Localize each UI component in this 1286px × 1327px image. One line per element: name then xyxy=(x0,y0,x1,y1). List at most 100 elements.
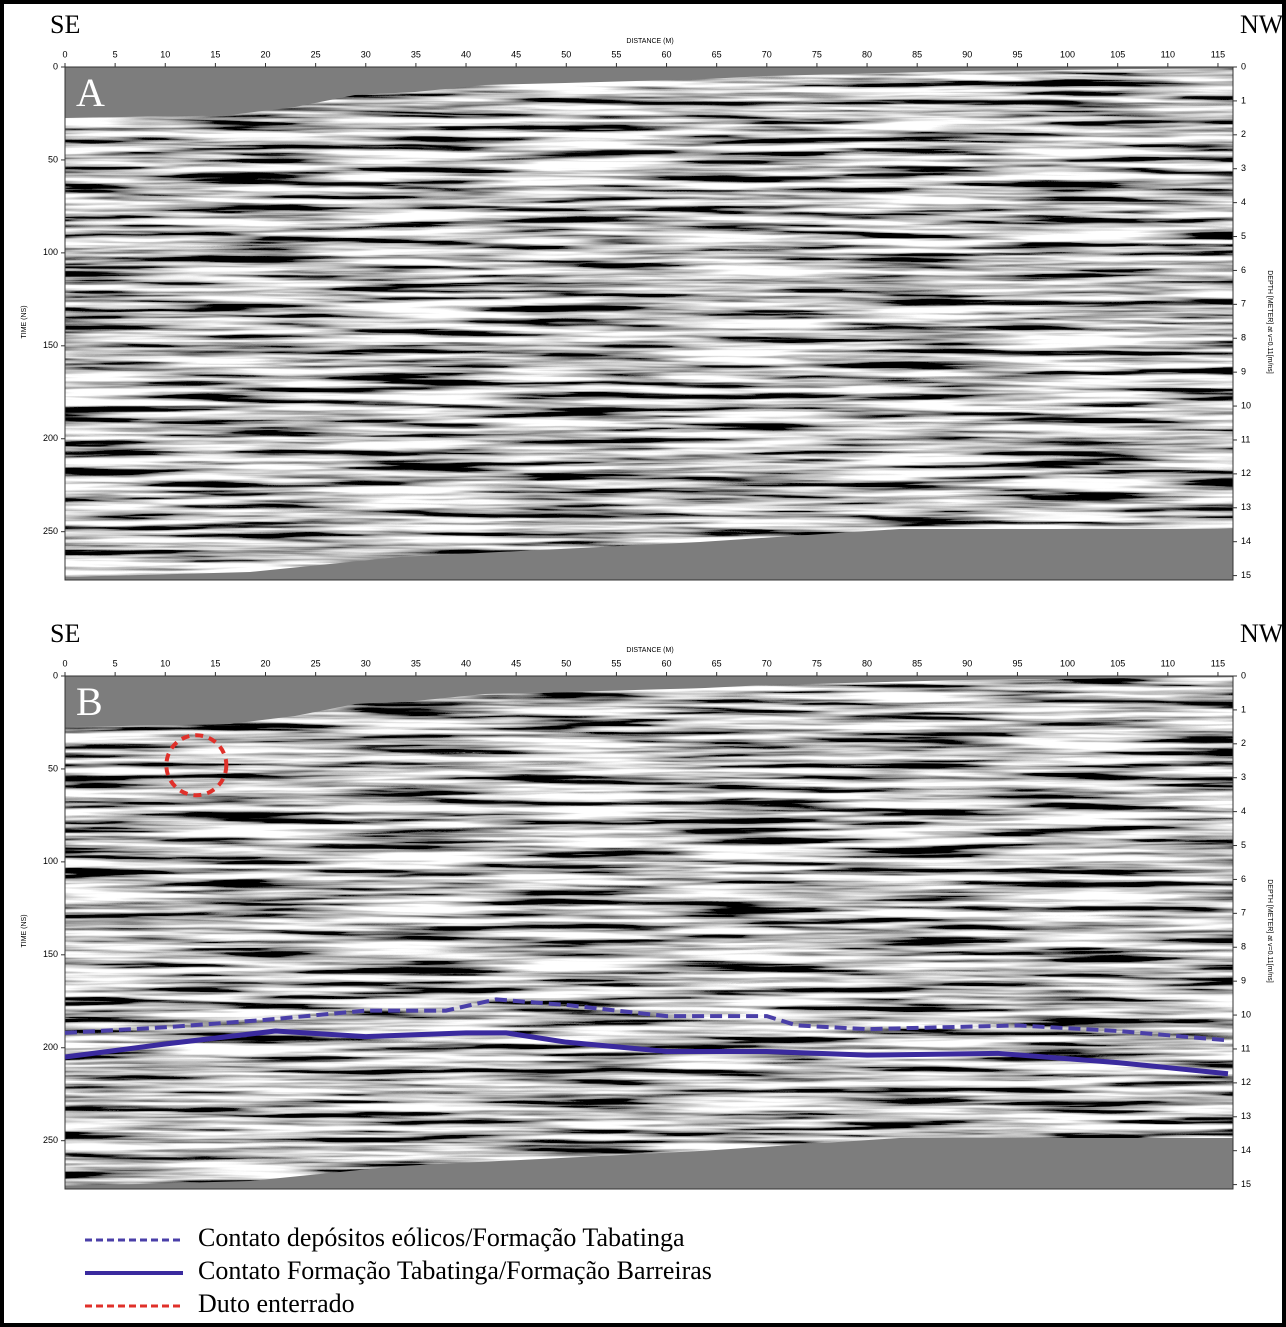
x-tick-label: 50 xyxy=(561,658,571,668)
y2-tick-label: 4 xyxy=(1241,806,1246,816)
x-tick-label: 80 xyxy=(862,658,872,668)
y2-tick-label: 7 xyxy=(1241,908,1246,918)
x-tick-label: 40 xyxy=(461,49,471,59)
y-tick-label: 50 xyxy=(48,763,58,773)
x-tick-label: 50 xyxy=(561,49,571,59)
x-tick-label: 5 xyxy=(113,658,118,668)
x-tick-label: 10 xyxy=(160,658,170,668)
y2-tick-label: 15 xyxy=(1241,570,1251,580)
x-tick-label: 35 xyxy=(411,49,421,59)
y-tick-label: 100 xyxy=(43,247,58,257)
y-tick-label: 250 xyxy=(43,526,58,536)
y2-tick-label: 8 xyxy=(1241,333,1246,343)
y2-tick-label: 8 xyxy=(1241,942,1246,952)
x-tick-label: 40 xyxy=(461,658,471,668)
legend-label: Duto enterrado xyxy=(198,1289,355,1318)
y2-tick-label: 3 xyxy=(1241,163,1246,173)
y2-tick-label: 5 xyxy=(1241,840,1246,850)
y2-tick-label: 11 xyxy=(1241,1043,1250,1053)
y-tick-label: 250 xyxy=(43,1135,58,1145)
direction-right: NW xyxy=(1240,619,1284,648)
x-tick-label: 75 xyxy=(812,658,822,668)
y-axis-label: TIME (NS) xyxy=(21,305,28,338)
x-tick-label: 60 xyxy=(662,658,672,668)
figure: SE NW A DISTANCE (M) TIME (NS) DEPTH [METER] … xyxy=(0,0,1286,1327)
y2-tick-label: 3 xyxy=(1241,772,1246,782)
y2-tick-label: 0 xyxy=(1241,61,1246,71)
legend-label: Contato depósitos eólicos/Formação Tabat… xyxy=(198,1223,685,1252)
x-tick-label: 45 xyxy=(511,658,521,668)
x-tick-label: 55 xyxy=(611,658,621,668)
x-tick-label: 45 xyxy=(511,49,521,59)
radar-image xyxy=(65,67,1233,580)
x-tick-label: 75 xyxy=(812,49,822,59)
y2-tick-label: 5 xyxy=(1241,231,1246,241)
x-tick-label: 90 xyxy=(962,658,972,668)
y2-tick-label: 12 xyxy=(1241,468,1251,478)
x-tick-label: 15 xyxy=(210,658,220,668)
panel-label: A xyxy=(76,70,105,115)
x-tick-label: 0 xyxy=(62,49,67,59)
y-tick-label: 0 xyxy=(53,670,58,680)
y-tick-label: 150 xyxy=(43,340,58,350)
y2-tick-label: 7 xyxy=(1241,299,1246,309)
y-tick-label: 200 xyxy=(43,433,58,443)
y2-tick-label: 6 xyxy=(1241,265,1246,275)
x-tick-label: 25 xyxy=(311,658,321,668)
x-tick-label: 5 xyxy=(113,49,118,59)
y2-tick-label: 2 xyxy=(1241,129,1246,139)
y2-tick-label: 14 xyxy=(1241,536,1251,546)
x-tick-label: 80 xyxy=(862,49,872,59)
y2-axis-label: DEPTH [METER] at v=0.11[m/ns] xyxy=(1266,879,1273,983)
x-tick-label: 105 xyxy=(1110,49,1125,59)
x-tick-label: 95 xyxy=(1012,658,1022,668)
x-tick-label: 95 xyxy=(1012,49,1022,59)
x-tick-label: 20 xyxy=(261,49,271,59)
x-tick-label: 15 xyxy=(210,49,220,59)
x-tick-label: 65 xyxy=(712,49,722,59)
y2-tick-label: 9 xyxy=(1241,976,1246,986)
x-tick-label: 105 xyxy=(1110,658,1125,668)
y-tick-label: 0 xyxy=(53,61,58,71)
x-tick-label: 70 xyxy=(762,49,772,59)
y-axis-label: TIME (NS) xyxy=(21,914,28,947)
legend-label: Contato Formação Tabatinga/Formação Barr… xyxy=(198,1256,712,1285)
y2-tick-label: 15 xyxy=(1241,1179,1251,1189)
radar-image xyxy=(65,676,1233,1189)
x-tick-label: 60 xyxy=(662,49,672,59)
y2-tick-label: 2 xyxy=(1241,738,1246,748)
x-tick-label: 55 xyxy=(611,49,621,59)
x-tick-label: 115 xyxy=(1211,658,1225,668)
y2-tick-label: 13 xyxy=(1241,1111,1251,1121)
y2-tick-label: 0 xyxy=(1241,670,1246,680)
y2-tick-label: 10 xyxy=(1241,1009,1251,1019)
direction-left: SE xyxy=(50,619,80,648)
x-axis-label: DISTANCE (M) xyxy=(626,647,673,654)
y2-tick-label: 4 xyxy=(1241,197,1246,207)
x-tick-label: 25 xyxy=(311,49,321,59)
x-tick-label: 85 xyxy=(912,49,922,59)
direction-left: SE xyxy=(50,10,80,39)
y2-tick-label: 10 xyxy=(1241,400,1251,410)
y2-tick-label: 6 xyxy=(1241,874,1246,884)
direction-right: NW xyxy=(1240,10,1284,39)
x-tick-label: 90 xyxy=(962,49,972,59)
x-tick-label: 35 xyxy=(411,658,421,668)
x-axis-label: DISTANCE (M) xyxy=(626,38,673,45)
x-tick-label: 100 xyxy=(1060,49,1075,59)
x-tick-label: 30 xyxy=(361,49,371,59)
panel-label: B xyxy=(76,679,103,724)
x-tick-label: 65 xyxy=(712,658,722,668)
x-tick-label: 0 xyxy=(62,658,67,668)
x-tick-label: 110 xyxy=(1161,49,1175,59)
y-tick-label: 50 xyxy=(48,154,58,164)
y2-tick-label: 1 xyxy=(1241,704,1246,714)
x-tick-label: 85 xyxy=(912,658,922,668)
y-tick-label: 100 xyxy=(43,856,58,866)
y2-tick-label: 12 xyxy=(1241,1077,1251,1087)
x-tick-label: 70 xyxy=(762,658,772,668)
x-tick-label: 115 xyxy=(1211,49,1225,59)
y2-tick-label: 9 xyxy=(1241,367,1246,377)
page: SE NW A DISTANCE (M) TIME (NS) DEPTH [METER] … xyxy=(0,0,1286,1327)
y2-axis-label: DEPTH [METER] at v=0.11[m/ns] xyxy=(1266,270,1273,374)
